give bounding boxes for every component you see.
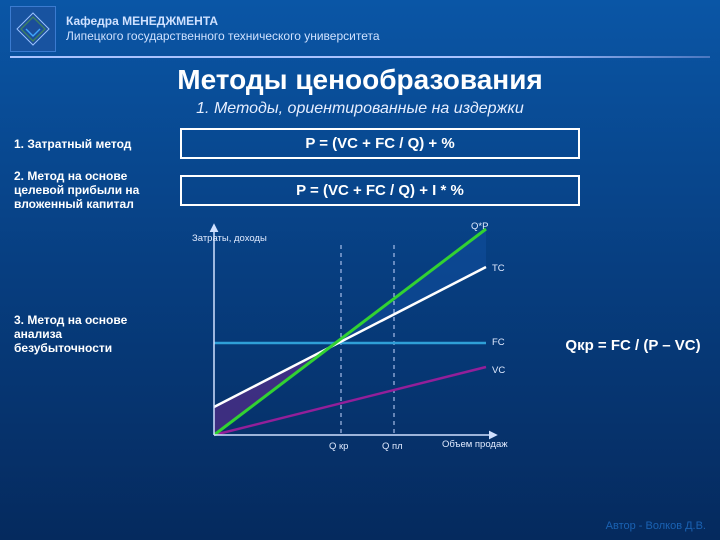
chart-label-fc: FC	[492, 337, 505, 348]
chart-label-qp: Q*P	[471, 221, 488, 232]
method3-label: 3. Метод на основе анализа безубыточност…	[14, 313, 146, 355]
header: Кафедра МЕНЕДЖМЕНТА Липецкого государств…	[0, 0, 720, 52]
chart-zone: 3. Метод на основе анализа безубыточност…	[0, 217, 720, 467]
slide-root: Кафедра МЕНЕДЖМЕНТА Липецкого государств…	[0, 0, 720, 540]
slide-subtitle: 1. Методы, ориентированные на издержки	[0, 100, 720, 118]
chart-label-tc: TC	[492, 263, 505, 274]
qkr-formula: Qкр = FC / (P – VC)	[558, 337, 708, 354]
university-logo	[10, 6, 56, 52]
author-credit: Автор - Волков Д.В.	[606, 520, 706, 532]
department-name: Кафедра МЕНЕДЖМЕНТА	[66, 14, 380, 29]
method1-formula: P = (VC + FC / Q) + %	[180, 128, 580, 159]
header-divider	[10, 56, 710, 58]
chart-y-axis-label: Затраты, доходы	[192, 233, 267, 244]
university-name: Липецкого государственного технического …	[66, 29, 380, 44]
method1-row: 1. Затратный метод P = (VC + FC / Q) + %	[0, 128, 720, 159]
slide-title: Методы ценообразования	[0, 64, 720, 96]
chart-label-qpl: Q пл	[382, 441, 403, 452]
method2-row: 2. Метод на основе целевой прибыли на вл…	[0, 169, 720, 211]
chart-label-vc: VC	[492, 365, 505, 376]
method2-formula: P = (VC + FC / Q) + I * %	[180, 175, 580, 206]
method2-label: 2. Метод на основе целевой прибыли на вл…	[0, 169, 160, 211]
chart-label-qkr: Q кр	[329, 441, 348, 452]
header-text: Кафедра МЕНЕДЖМЕНТА Липецкого государств…	[66, 14, 380, 44]
chart-x-axis-label: Объем продаж	[442, 439, 508, 450]
breakeven-chart: Затраты, доходы Объем продаж Q*P TC FC V…	[186, 217, 516, 467]
method1-label: 1. Затратный метод	[0, 137, 160, 151]
